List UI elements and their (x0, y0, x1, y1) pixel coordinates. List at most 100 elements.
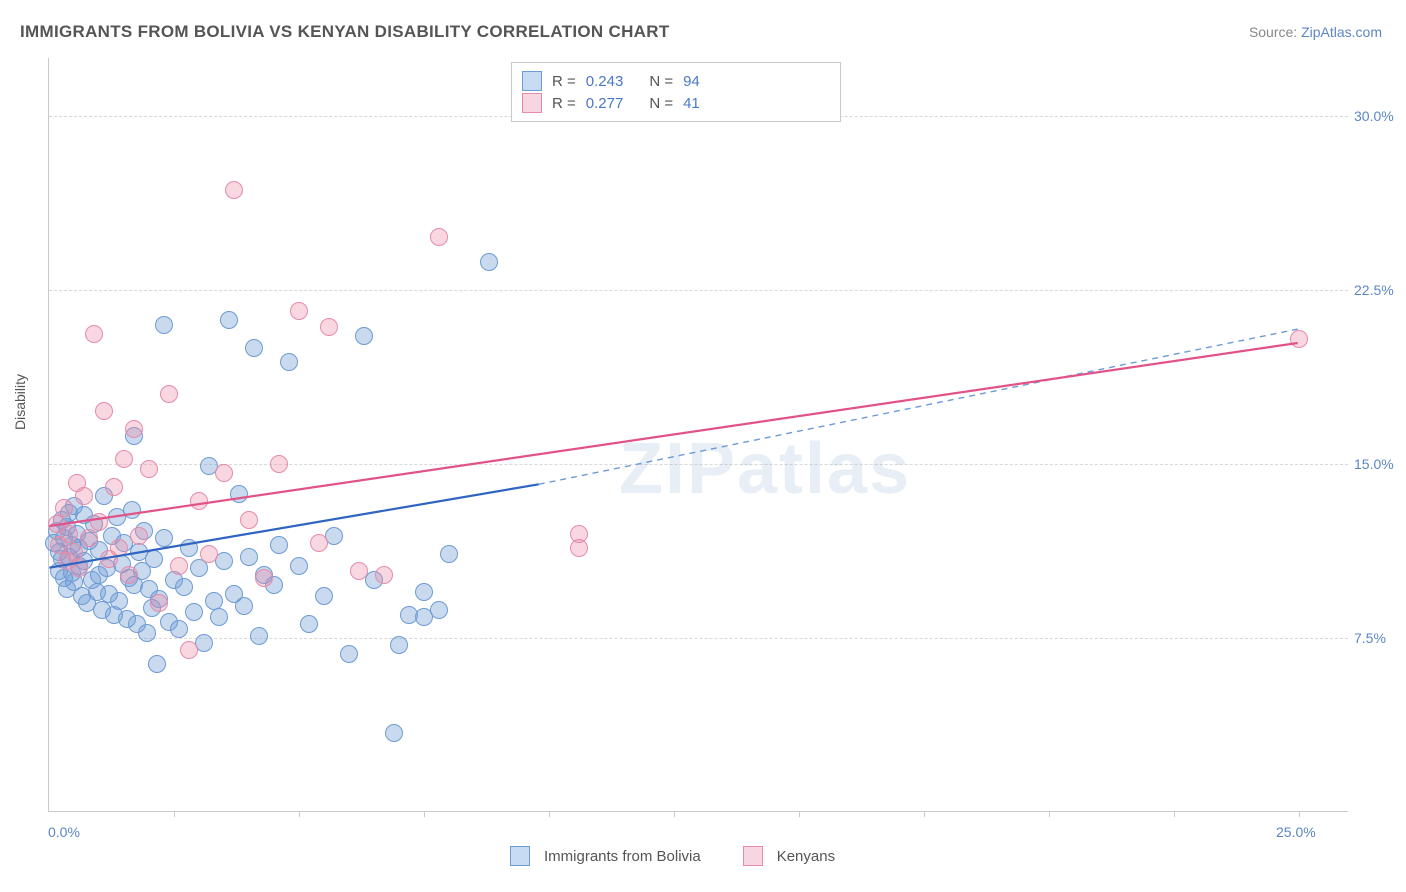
scatter-point (145, 550, 163, 568)
scatter-point (155, 316, 173, 334)
scatter-point (170, 557, 188, 575)
scatter-point (180, 539, 198, 557)
trendline (539, 329, 1298, 484)
scatter-point (235, 597, 253, 615)
scatter-point (150, 594, 168, 612)
scatter-point (415, 583, 433, 601)
scatter-point (390, 636, 408, 654)
scatter-point (320, 318, 338, 336)
scatter-point (95, 402, 113, 420)
scatter-point (315, 587, 333, 605)
scatter-point (230, 485, 248, 503)
scatter-point (65, 543, 83, 561)
scatter-point (123, 501, 141, 519)
scatter-point (290, 557, 308, 575)
legend-stats-row: R =0.277N =41 (522, 93, 830, 113)
stat-value-r: 0.243 (586, 73, 624, 90)
scatter-point (570, 539, 588, 557)
scatter-point (310, 534, 328, 552)
gridline (49, 464, 1348, 465)
y-tick-label: 15.0% (1354, 456, 1406, 472)
stat-label-r: R = (552, 95, 576, 112)
scatter-point (210, 608, 228, 626)
scatter-point (80, 529, 98, 547)
scatter-point (300, 615, 318, 633)
scatter-point (430, 601, 448, 619)
source-prefix: Source: (1249, 24, 1301, 40)
legend-stats-box: R =0.243N =94R =0.277N =41 (511, 62, 841, 122)
scatter-point (340, 645, 358, 663)
source-link[interactable]: ZipAtlas.com (1301, 24, 1382, 40)
scatter-point (55, 499, 73, 517)
scatter-point (430, 228, 448, 246)
scatter-point (385, 724, 403, 742)
x-tick (1049, 811, 1050, 817)
scatter-point (70, 559, 88, 577)
scatter-point (85, 325, 103, 343)
scatter-point (185, 603, 203, 621)
gridline (49, 290, 1348, 291)
scatter-plot-area: ZIPatlas R =0.243N =94R =0.277N =41 7.5%… (48, 58, 1348, 812)
legend-series-label: Kenyans (777, 848, 835, 865)
x-tick (549, 811, 550, 817)
scatter-point (350, 562, 368, 580)
scatter-point (130, 527, 148, 545)
scatter-point (170, 620, 188, 638)
scatter-point (155, 529, 173, 547)
x-tick (799, 811, 800, 817)
scatter-point (190, 492, 208, 510)
y-tick-label: 7.5% (1354, 630, 1406, 646)
scatter-point (290, 302, 308, 320)
scatter-point (240, 548, 258, 566)
y-tick-label: 22.5% (1354, 282, 1406, 298)
watermark: ZIPatlas (619, 428, 911, 510)
legend-swatch (510, 846, 530, 866)
legend-swatch (522, 93, 542, 113)
legend-stats-row: R = 0.243 N = 94 (522, 71, 830, 91)
bottom-legend: Immigrants from Bolivia Kenyans (510, 846, 863, 866)
scatter-point (220, 311, 238, 329)
trendlines-layer (49, 58, 1348, 811)
stat-value-n: 94 (683, 73, 700, 90)
scatter-point (60, 525, 78, 543)
x-tick-label: 25.0% (1276, 824, 1316, 840)
scatter-point (160, 385, 178, 403)
x-tick (424, 811, 425, 817)
legend-swatch (743, 846, 763, 866)
gridline (49, 638, 1348, 639)
stat-value-r: 0.277 (586, 95, 624, 112)
legend-series-label: Immigrants from Bolivia (544, 848, 701, 865)
stat-label-n: N = (649, 95, 673, 112)
scatter-point (75, 487, 93, 505)
scatter-point (215, 464, 233, 482)
stat-label-r: R = (552, 73, 576, 90)
x-tick (674, 811, 675, 817)
stat-label-n: N = (649, 73, 673, 90)
scatter-point (280, 353, 298, 371)
scatter-point (110, 592, 128, 610)
scatter-point (180, 641, 198, 659)
x-tick (924, 811, 925, 817)
scatter-point (375, 566, 393, 584)
scatter-point (110, 539, 128, 557)
scatter-point (240, 511, 258, 529)
chart-title: IMMIGRANTS FROM BOLIVIA VS KENYAN DISABI… (20, 22, 670, 42)
scatter-point (125, 420, 143, 438)
scatter-point (205, 592, 223, 610)
x-axis-labels: 0.0% 25.0% (48, 824, 1348, 848)
scatter-point (138, 624, 156, 642)
y-axis-label: Disability (12, 374, 28, 430)
scatter-point (115, 450, 133, 468)
x-tick (174, 811, 175, 817)
scatter-point (200, 545, 218, 563)
scatter-point (355, 327, 373, 345)
scatter-point (90, 513, 108, 531)
scatter-point (270, 536, 288, 554)
legend-swatch (522, 71, 542, 91)
x-tick (1299, 811, 1300, 817)
scatter-point (105, 478, 123, 496)
source-attribution: Source: ZipAtlas.com (1249, 24, 1382, 40)
x-tick-label: 0.0% (48, 824, 80, 840)
scatter-point (250, 627, 268, 645)
scatter-point (1290, 330, 1308, 348)
